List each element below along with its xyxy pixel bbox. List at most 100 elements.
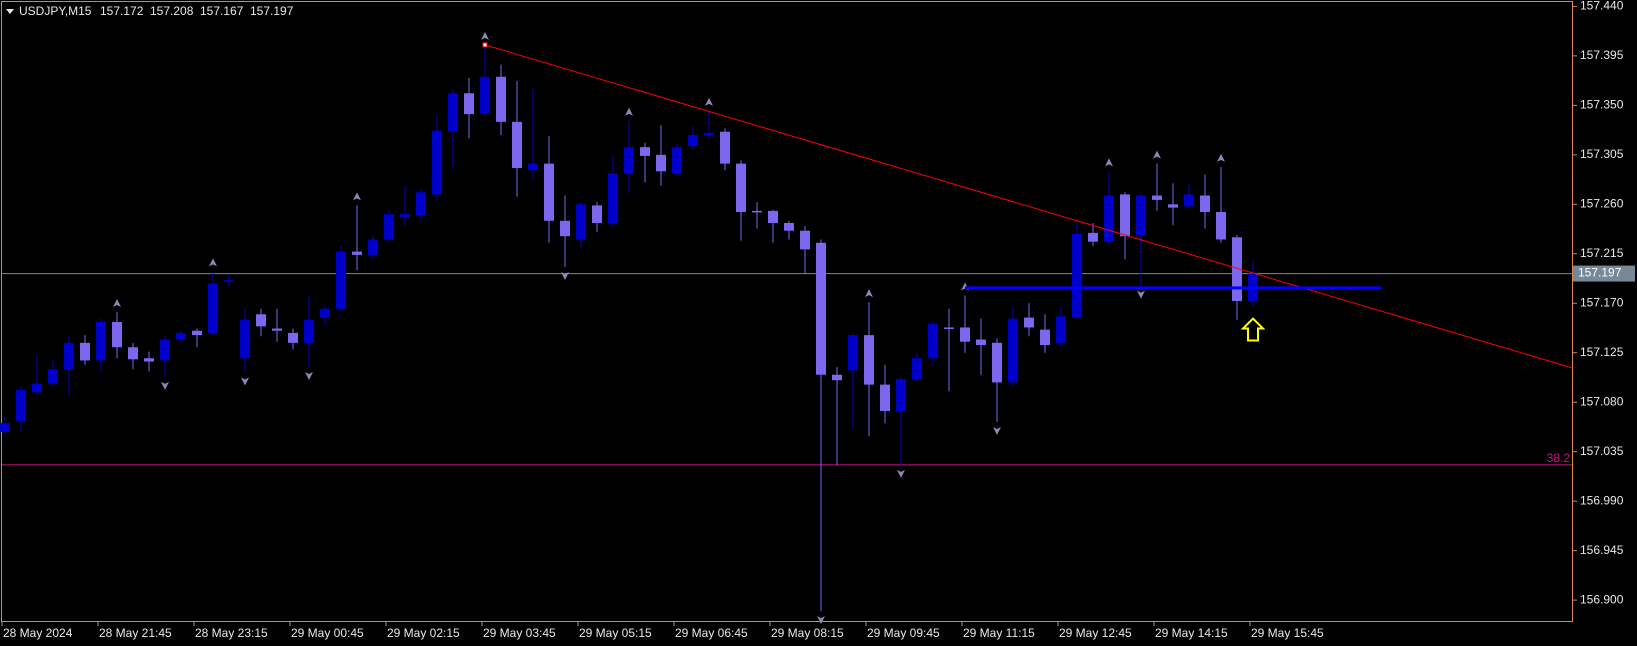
x-tick-label: 29 May 08:15 [771,626,844,640]
candle-body [1216,211,1226,240]
candle-body [496,76,506,122]
candle-body [1008,318,1018,383]
fractal-up [1153,150,1161,159]
fractal-up [625,107,633,116]
header-value: 157.172 [100,4,144,18]
candle-body [272,328,282,331]
candle-body [896,379,906,412]
fractal-up [353,192,361,201]
x-tick-label: 29 May 05:15 [579,626,652,640]
candle-body [1056,316,1066,343]
fractal-down [241,377,249,386]
fractal-down [305,372,313,381]
candle-body [560,220,570,237]
candle-body [80,342,90,361]
candle-body [720,131,730,164]
fractal-down [817,616,825,625]
candle-body [1040,329,1050,346]
candle-body [368,239,378,255]
candle-body [736,163,746,212]
y-tick-label: 156.900 [1580,592,1624,606]
candle-body [224,280,234,282]
candle-body [576,204,586,240]
candle-body [176,332,186,340]
candle-body [960,327,970,342]
x-tick-label: 28 May 23:15 [195,626,268,640]
fractal-down [161,381,169,390]
candle-body [16,390,26,421]
candle-body [96,321,106,361]
candle-body [304,319,314,343]
candle-body [192,330,202,336]
candle-body [864,335,874,385]
candle-body [352,251,362,255]
candle-body [1104,195,1114,242]
plot-frame [1,1,1573,622]
header-value: 157.208 [150,4,194,18]
x-tick-label: 29 May 11:15 [963,626,1035,640]
candle-body [432,130,442,195]
x-tick-label: 29 May 02:15 [387,626,460,640]
candle-body [1088,232,1098,242]
candle-body [32,383,42,393]
candle-body [592,205,602,223]
x-tick-label: 28 May 21:45 [99,626,172,640]
candle-body [416,192,426,216]
bid-label-box [1573,265,1635,282]
fractal-up [481,31,489,40]
signal-arrow [1240,317,1266,342]
candle-body [656,154,666,172]
candle-body [320,308,330,318]
candle-body [992,342,1002,383]
chart-title: USDJPY,M15 [19,4,92,18]
candle-body [768,210,778,223]
candle-body [848,335,858,371]
candle-body [400,214,410,218]
trend-anchor [482,42,488,48]
y-tick-label: 157.260 [1580,196,1624,210]
trend-line [484,44,1574,369]
y-tick-label: 156.945 [1580,543,1624,557]
candle-body [608,173,618,223]
fractal-up [1217,153,1225,162]
x-tick-label: 29 May 00:45 [291,626,364,640]
x-tick-label: 29 May 12:45 [1059,626,1132,640]
candle-body [240,319,250,359]
candle-body [384,214,394,240]
candle-body [1072,233,1082,318]
candle-body [752,210,762,213]
fractal-up [865,289,873,298]
fractal-down [1137,290,1145,299]
candle-body [1200,195,1210,212]
header-value: 157.197 [250,4,294,18]
candle-body [64,342,74,370]
candle-body [1024,317,1034,328]
candle-body [528,163,538,171]
y-tick-label: 157.395 [1580,48,1624,62]
candle-body [288,332,298,343]
fractal-down [897,469,905,478]
candle-body [208,283,218,333]
y-tick-label: 157.305 [1580,147,1624,161]
fractal-down [561,271,569,280]
candle-body [112,321,122,348]
candle-body [1136,195,1146,236]
candle-body [1168,204,1178,208]
y-tick-label: 157.350 [1580,98,1624,112]
fib-label: 38.2 [1547,451,1571,465]
x-tick-label: 29 May 03:45 [483,626,556,640]
candle-body [976,339,986,346]
header-value: 157.167 [200,4,244,18]
candle-body [688,135,698,147]
candle-body [944,327,954,329]
y-tick-label: 156.990 [1580,493,1624,507]
x-tick-label: 29 May 15:45 [1251,626,1324,640]
candle-body [480,76,490,114]
bid-label: 157.197 [1578,266,1622,280]
candle-body [128,347,138,360]
candle-body [544,163,554,221]
fractal-up [705,97,713,106]
y-tick-label: 157.440 [1580,0,1624,13]
fractal-down [993,426,1001,435]
